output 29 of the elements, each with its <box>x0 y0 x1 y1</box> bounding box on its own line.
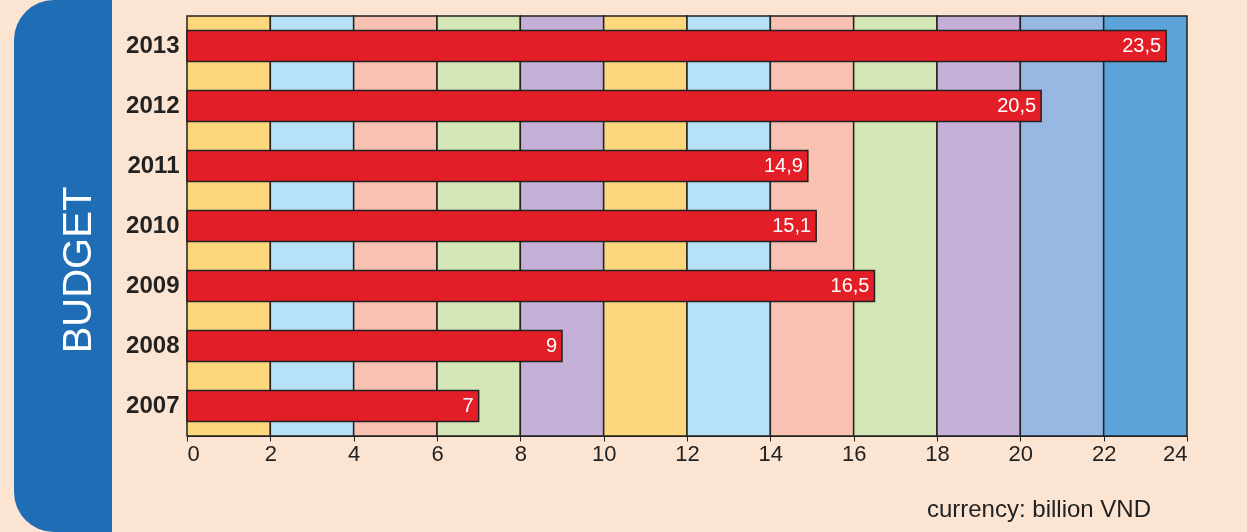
y-tick-label: 2012 <box>126 91 180 118</box>
data-label: 14,9 <box>763 154 803 176</box>
x-tick-label: 8 <box>514 440 527 466</box>
x-tick-label: 12 <box>675 440 700 466</box>
x-tick-label: 0 <box>187 440 200 466</box>
data-label: 9 <box>545 334 557 356</box>
y-tick-label: 2007 <box>126 391 180 418</box>
x-tick-label: 24 <box>1163 440 1188 466</box>
x-tick-label: 20 <box>1008 440 1034 466</box>
x-tick-label: 22 <box>1091 440 1117 466</box>
y-axis-title: BUDGET <box>54 186 100 354</box>
data-label: 23,5 <box>1122 34 1162 56</box>
x-tick-label: 18 <box>925 440 950 466</box>
data-label: 16,5 <box>830 274 870 296</box>
x-tick-label: 2 <box>264 440 277 466</box>
data-label: 15,1 <box>772 214 812 236</box>
x-tick-label: 14 <box>758 440 784 466</box>
y-tick-label: 2008 <box>126 331 180 358</box>
x-tick-label: 16 <box>841 440 867 466</box>
data-label: 20,5 <box>997 94 1037 116</box>
y-tick-label: 2010 <box>126 211 180 238</box>
data-label: 7 <box>462 394 474 416</box>
text: currency: billion VND <box>926 495 1151 523</box>
y-tick-label: 2009 <box>126 271 180 298</box>
x-tick-label: 10 <box>591 440 617 466</box>
y-tick-label: 2013 <box>126 31 180 58</box>
x-tick-label: 4 <box>348 440 361 466</box>
y-tick-label: 2011 <box>127 151 180 178</box>
x-tick-label: 6 <box>431 440 444 466</box>
